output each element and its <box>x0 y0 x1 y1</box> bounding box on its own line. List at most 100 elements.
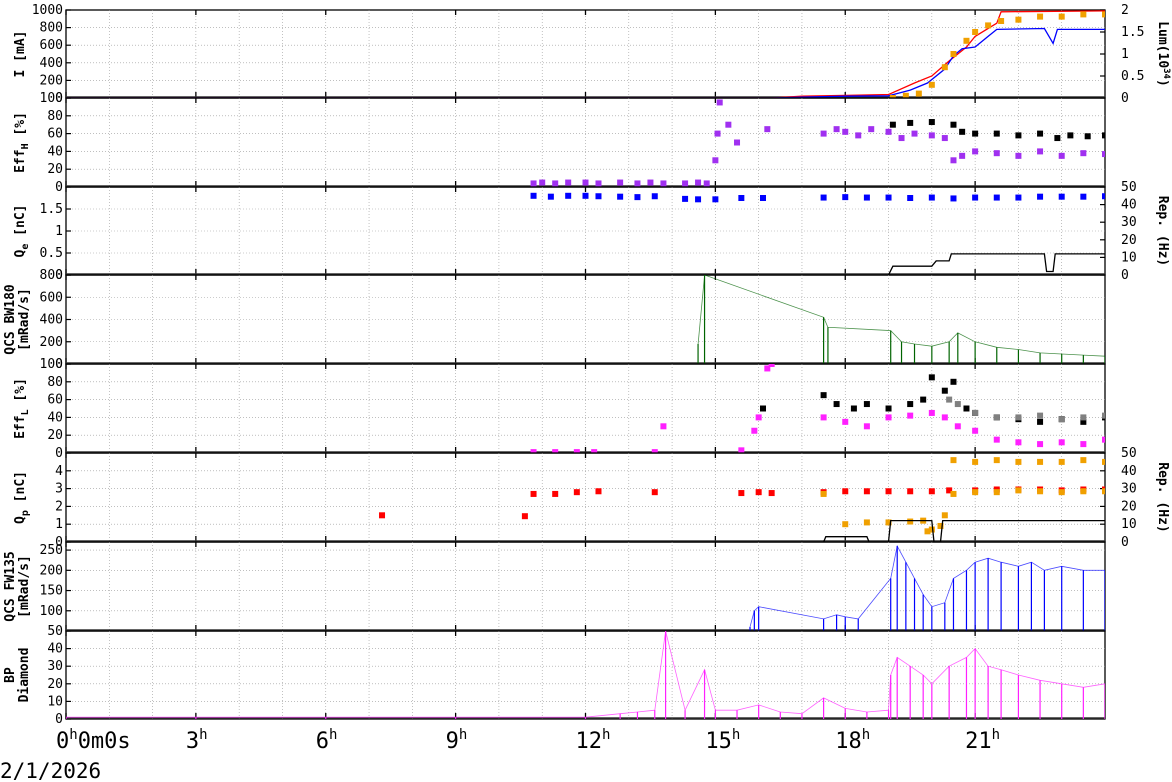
data-point <box>959 152 966 159</box>
data-point <box>946 396 953 403</box>
data-point <box>950 378 957 385</box>
data-point <box>573 449 580 453</box>
y-tick-label: 800 <box>40 268 63 283</box>
data-point <box>863 519 870 526</box>
data-point <box>1058 416 1065 423</box>
right-tick-label: 10 <box>1121 250 1137 265</box>
right-tick-label: 40 <box>1121 464 1137 479</box>
data-point <box>682 195 689 202</box>
data-point <box>725 121 732 128</box>
data-point <box>972 489 979 496</box>
data-point <box>738 447 745 453</box>
data-point <box>928 374 935 381</box>
right-tick-label: 0 <box>1121 268 1129 283</box>
y-tick-label: 250 <box>40 543 63 558</box>
data-point <box>582 179 589 186</box>
data-point <box>1058 439 1065 446</box>
data-point <box>1102 11 1105 18</box>
data-point <box>915 90 922 97</box>
series-group <box>66 192 1105 275</box>
y-tick-label: 200 <box>40 563 63 578</box>
panel-qcs_bw180: 0 200 400 600 800 QCS BW180 [mRad/s] <box>3 268 1106 372</box>
data-point <box>959 128 966 135</box>
right-tick-label: 10 <box>1121 517 1137 532</box>
right-tick-label: 50 <box>1121 446 1137 461</box>
data-point <box>1058 193 1065 200</box>
data-point <box>950 490 957 497</box>
data-point <box>868 126 875 133</box>
data-point <box>833 401 840 408</box>
data-point <box>738 490 745 497</box>
data-point <box>1037 412 1044 419</box>
data-point <box>820 130 827 137</box>
data-point <box>863 194 870 201</box>
data-point <box>911 130 918 137</box>
data-point <box>863 423 870 430</box>
data-point <box>985 22 992 29</box>
data-point <box>972 194 979 201</box>
data-point <box>716 99 723 106</box>
right-axis-label: Rep. (Hz) <box>1155 196 1170 266</box>
series-line-current-0 <box>66 10 1105 98</box>
data-point <box>907 412 914 419</box>
data-point <box>885 519 892 526</box>
data-point <box>738 195 745 201</box>
y-axis-label: QCS BW180 <box>3 284 18 355</box>
data-point <box>993 436 1000 443</box>
data-point <box>539 179 546 186</box>
series-envelope <box>749 544 1105 628</box>
series-group <box>66 631 1105 719</box>
x-tick-label: 0h0m0s <box>56 727 131 754</box>
data-point <box>521 513 528 520</box>
y-tick-label: 0 <box>55 712 63 727</box>
data-point <box>954 401 961 408</box>
x-tick-label: 9h <box>446 727 468 754</box>
panel-qe: 0 0.5 1 1.5 Qe [nC] 0 10 20 30 40 50 Rep. (Hz) <box>13 180 1170 283</box>
y-tick-label: 0 <box>55 535 63 550</box>
data-point <box>885 194 892 201</box>
y-tick-label: 40 <box>47 410 63 425</box>
data-point <box>907 401 914 408</box>
data-point <box>963 405 970 412</box>
data-point <box>530 449 537 453</box>
data-point <box>759 405 766 412</box>
series-line-qp-3 <box>822 519 1105 542</box>
data-point <box>941 135 948 142</box>
data-point <box>759 195 766 201</box>
x-tick-label: 3h <box>186 727 208 754</box>
y-tick-label: 1000 <box>32 3 63 18</box>
data-point <box>928 194 935 201</box>
data-point <box>1058 13 1065 20</box>
data-point <box>885 128 892 135</box>
data-point <box>755 414 762 421</box>
y-tick-label: 100 <box>40 357 63 372</box>
right-tick-label: 1.5 <box>1121 25 1144 40</box>
data-point <box>1037 441 1044 448</box>
right-tick-label: 30 <box>1121 482 1137 497</box>
data-point <box>885 414 892 421</box>
data-point <box>695 196 702 203</box>
data-point <box>885 488 892 495</box>
data-point <box>582 192 589 199</box>
x-tick-label: 18h <box>835 727 870 754</box>
y-axis-label: Diamond <box>17 648 32 703</box>
data-point <box>928 132 935 139</box>
data-point <box>950 121 957 128</box>
data-point <box>1037 13 1044 20</box>
data-point <box>1080 488 1087 495</box>
data-point <box>565 179 572 186</box>
right-tick-label: 20 <box>1121 499 1137 514</box>
y-tick-label: 800 <box>40 21 63 36</box>
data-point <box>530 490 537 497</box>
data-point <box>1102 488 1105 495</box>
y-axis-label: EffL [%] <box>13 378 31 439</box>
data-point <box>972 458 979 465</box>
data-point <box>1037 130 1044 137</box>
data-point <box>573 489 580 496</box>
data-point <box>1037 488 1044 495</box>
data-point <box>898 135 905 142</box>
data-point <box>379 512 386 519</box>
y-axis-label: QCS FW135 <box>3 551 18 621</box>
data-point <box>595 180 602 187</box>
series-line-qe-1 <box>887 253 1105 275</box>
